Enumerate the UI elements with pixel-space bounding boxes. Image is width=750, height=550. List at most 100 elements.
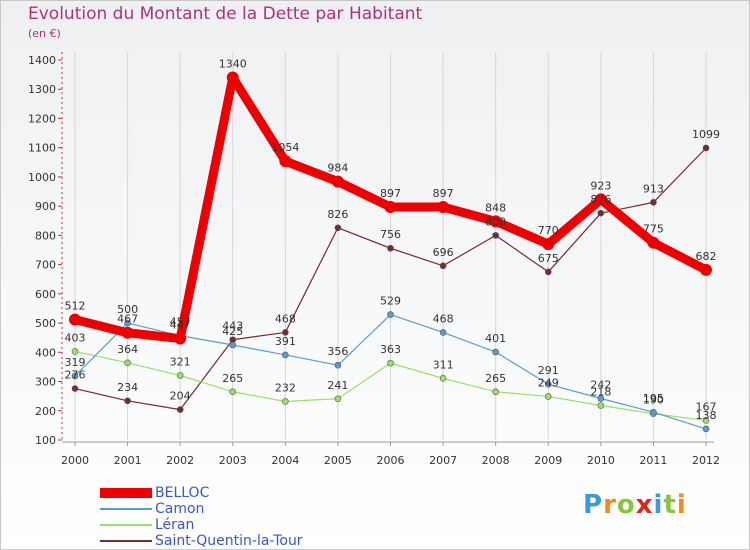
data-label: 984 xyxy=(327,162,348,175)
logo-letter: t xyxy=(663,490,677,520)
data-label: 363 xyxy=(380,343,401,356)
data-label: 447 xyxy=(170,319,191,332)
y-tick-label: 100 xyxy=(35,434,56,447)
data-label: 696 xyxy=(433,246,454,259)
data-point xyxy=(387,244,394,252)
y-tick-label: 1300 xyxy=(28,83,56,96)
data-point xyxy=(492,388,499,396)
legend-label: Saint-Quentin-la-Tour xyxy=(155,533,303,549)
data-point xyxy=(69,313,81,326)
data-label: 241 xyxy=(327,379,348,392)
data-label: 1099 xyxy=(692,128,720,141)
x-tick-label: 2001 xyxy=(114,454,142,467)
data-point xyxy=(229,341,237,349)
y-tick-label: 1400 xyxy=(28,54,56,67)
data-label: 467 xyxy=(117,313,138,326)
data-point xyxy=(71,385,79,392)
data-label: 876 xyxy=(590,193,611,206)
data-point xyxy=(597,402,605,409)
legend-swatch xyxy=(100,508,152,510)
data-label: 218 xyxy=(590,386,611,399)
data-label: 897 xyxy=(433,187,454,200)
data-label: 1340 xyxy=(219,58,247,71)
data-label: 913 xyxy=(643,182,664,195)
data-label: 897 xyxy=(380,187,401,200)
data-label: 167 xyxy=(696,400,717,413)
data-label: 775 xyxy=(643,223,664,236)
data-label: 770 xyxy=(538,224,559,237)
legend-item: Saint-Quentin-la-Tour xyxy=(100,533,360,549)
data-point xyxy=(544,393,552,400)
data-point xyxy=(544,268,552,276)
data-point xyxy=(174,332,187,345)
data-label: 234 xyxy=(117,381,138,394)
data-point xyxy=(700,263,712,276)
y-tick-label: 900 xyxy=(35,200,56,213)
data-label: 468 xyxy=(275,312,296,325)
x-tick-label: 2007 xyxy=(429,454,457,467)
logo-letter: i xyxy=(653,490,664,520)
data-point xyxy=(597,209,605,217)
chart-subtitle: (en €) xyxy=(28,27,61,40)
x-tick-label: 2010 xyxy=(587,454,615,467)
y-tick-label: 800 xyxy=(35,229,56,242)
data-point xyxy=(124,359,131,367)
data-point xyxy=(282,398,289,405)
legend-item: BELLOC xyxy=(100,485,360,501)
y-tick-label: 1200 xyxy=(28,112,56,125)
data-point xyxy=(492,232,499,239)
data-point xyxy=(71,348,79,355)
data-point xyxy=(282,351,289,359)
data-label: 311 xyxy=(433,358,454,371)
data-point xyxy=(71,372,79,380)
x-tick-label: 2006 xyxy=(377,454,405,467)
data-label: 468 xyxy=(433,312,454,325)
data-point xyxy=(384,201,397,214)
data-label: 249 xyxy=(538,376,559,389)
x-tick-label: 2012 xyxy=(692,454,720,467)
data-label: 195 xyxy=(643,392,664,405)
data-label: 190 xyxy=(643,394,664,407)
data-label: 848 xyxy=(485,201,506,214)
legend-swatch xyxy=(100,540,152,542)
data-label: 682 xyxy=(696,250,717,263)
data-point xyxy=(124,397,131,405)
data-point xyxy=(387,311,394,318)
logo-letter: i xyxy=(676,490,687,520)
data-point xyxy=(650,408,657,416)
x-tick-label: 2009 xyxy=(534,454,562,467)
data-label: 391 xyxy=(275,335,296,348)
x-tick-label: 2011 xyxy=(639,454,667,467)
data-point xyxy=(229,388,237,396)
data-point xyxy=(492,348,499,356)
data-label: 1054 xyxy=(271,141,299,154)
x-tick-label: 2005 xyxy=(324,454,352,467)
x-tick-label: 2003 xyxy=(219,454,247,467)
data-point xyxy=(542,238,555,251)
legend-item: Léran xyxy=(100,517,360,533)
data-point xyxy=(702,144,710,152)
data-point xyxy=(121,326,134,339)
data-point xyxy=(702,417,710,424)
chart-title: Evolution du Montant de la Dette par Hab… xyxy=(28,4,423,24)
data-point xyxy=(334,224,342,232)
data-point xyxy=(331,175,344,188)
data-label: 204 xyxy=(170,390,191,403)
data-label: 675 xyxy=(538,252,559,265)
data-label: 401 xyxy=(485,332,506,345)
data-point xyxy=(282,329,289,336)
data-label: 319 xyxy=(65,356,86,369)
y-tick-label: 200 xyxy=(35,405,56,418)
x-tick-label: 2008 xyxy=(482,454,510,467)
logo-letter: P xyxy=(583,490,604,520)
legend-label: Léran xyxy=(155,517,195,533)
data-label: 425 xyxy=(222,325,243,338)
logo-letter: x xyxy=(635,490,654,520)
data-label: 800 xyxy=(485,215,506,228)
data-point xyxy=(439,262,447,270)
y-tick-label: 400 xyxy=(35,346,56,359)
data-label: 265 xyxy=(485,372,506,385)
proxiti-logo: Proxiti xyxy=(583,490,687,520)
data-label: 529 xyxy=(380,295,401,308)
